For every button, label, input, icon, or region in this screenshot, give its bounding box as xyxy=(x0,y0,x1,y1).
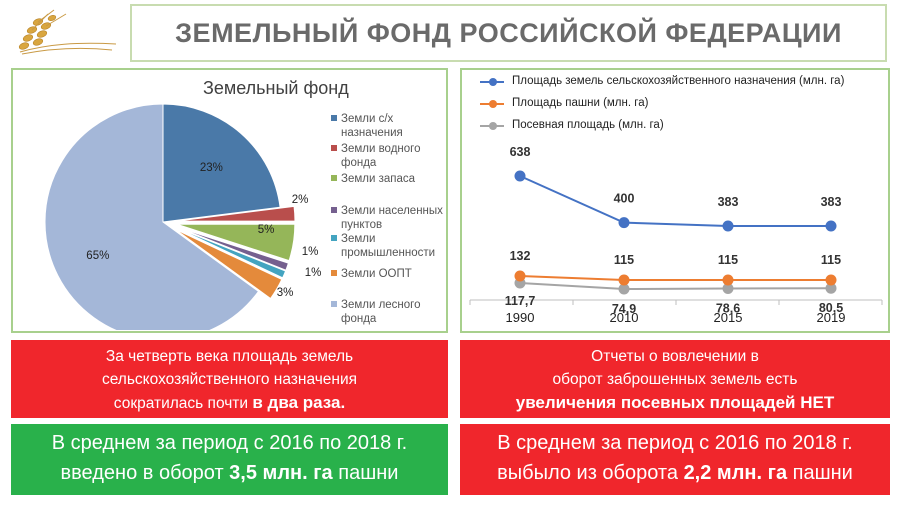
x-tick-label: 1990 xyxy=(506,310,535,325)
summary-box-right-top: Отчеты о вовлечении в оборот заброшенных… xyxy=(460,340,890,418)
title-banner: ЗЕМЕЛЬНЫЙ ФОНД РОССИЙСКОЙ ФЕДЕРАЦИИ xyxy=(130,4,887,62)
data-point xyxy=(618,283,630,295)
page-title: ЗЕМЕЛЬНЫЙ ФОНД РОССИЙСКОЙ ФЕДЕРАЦИИ xyxy=(175,17,842,48)
legend-item: Земли лесного фонда xyxy=(331,298,421,326)
box-line: сократилась почти в два раза. xyxy=(113,393,346,412)
data-label: 117,7 xyxy=(505,294,536,308)
data-label: 78,6 xyxy=(716,301,740,315)
data-label: 400 xyxy=(614,192,635,206)
box-line: сельскохозяйственного назначения xyxy=(101,371,358,388)
legend-swatch xyxy=(331,235,337,241)
pie-slice xyxy=(175,226,290,271)
x-tick-label: 2015 xyxy=(714,310,743,325)
legend-label: Площадь земель сельскохозяйственного наз… xyxy=(512,75,845,87)
pie-data-label: 5% xyxy=(258,224,275,236)
legend-label: фонда xyxy=(341,157,377,169)
pie-slice xyxy=(176,205,296,222)
data-label: 383 xyxy=(821,195,842,209)
legend-item: Земли ООПТ xyxy=(331,267,412,281)
pie-chart-title: Земельный фонд xyxy=(203,78,349,98)
box-line: В среднем за период с 2016 по 2018 г. xyxy=(51,432,408,454)
legend-swatch xyxy=(331,175,337,181)
data-point xyxy=(618,274,630,286)
legend-dot-marker xyxy=(489,100,497,108)
series-line xyxy=(519,175,831,227)
pie-data-label: 1% xyxy=(305,267,322,279)
box-line: увеличения посевных площадей НЕТ xyxy=(515,393,835,412)
pie-slice xyxy=(176,223,296,262)
legend-swatch xyxy=(331,115,337,121)
summary-box-left-top: За четверть века площадь земель сельскох… xyxy=(11,340,448,418)
x-tick-label: 2010 xyxy=(610,310,639,325)
data-point xyxy=(514,270,526,282)
series-line xyxy=(519,282,832,291)
box-line: Отчеты о вовлечении в xyxy=(591,348,759,365)
legend-label: Земли xyxy=(341,233,376,245)
data-point xyxy=(722,220,734,232)
box-line: оборот заброшенных земель есть xyxy=(552,371,798,388)
box-line: выбыло из оборота 2,2 млн. га пашни xyxy=(497,462,853,484)
pie-chart-panel: Земельный фонд 23% 2% 5% 1% 1% 3% 65% Земли с/… xyxy=(11,68,448,333)
data-label: 115 xyxy=(821,253,841,267)
legend-label: Земли водного xyxy=(341,143,421,155)
data-point xyxy=(825,220,837,232)
legend-label: назначения xyxy=(341,127,403,139)
pie-data-label: 3% xyxy=(277,287,294,299)
data-point xyxy=(825,282,837,294)
data-label: 115 xyxy=(614,253,634,267)
summary-box-right-bottom: В среднем за период с 2016 по 2018 г. вы… xyxy=(460,424,890,495)
data-point xyxy=(514,170,526,182)
pie-data-label: 23% xyxy=(200,162,223,174)
pie-slice xyxy=(162,103,281,223)
legend-item: Земли запаса xyxy=(331,172,415,186)
data-label: 383 xyxy=(718,195,739,209)
legend-dot-marker xyxy=(489,78,497,86)
legend-label: фонда xyxy=(341,313,377,325)
summary-box-left-bottom: В среднем за период с 2016 по 2018 г. вв… xyxy=(11,424,448,495)
wheat-logo xyxy=(18,9,117,55)
legend-label: Земли запаса xyxy=(341,173,416,185)
legend-item: Земли с/х назначения xyxy=(331,112,403,140)
data-label: 80,5 xyxy=(819,301,843,315)
pie-slice xyxy=(44,103,260,330)
data-label: 638 xyxy=(510,145,531,159)
legend-label: Земли лесного xyxy=(341,299,421,311)
legend-swatch xyxy=(331,207,337,213)
legend-label: Земли с/х xyxy=(341,113,394,125)
data-point xyxy=(618,217,630,229)
pie-slice xyxy=(175,227,287,279)
box-line: В среднем за период с 2016 по 2018 г. xyxy=(497,432,853,454)
data-label: 115 xyxy=(718,253,738,267)
pie-data-label: 65% xyxy=(86,250,109,262)
legend-label: промышленности xyxy=(341,247,436,259)
series-line xyxy=(519,275,831,281)
data-label: 74,9 xyxy=(612,302,636,316)
legend-label: Площадь пашни (млн. га) xyxy=(512,97,649,109)
line-chart: 1990 2010 2015 2019 117,7 74,9 78,6 80,5 132 115 1… xyxy=(469,145,883,325)
legend-label: пунктов xyxy=(341,219,383,231)
x-tick-label: 2019 xyxy=(817,310,846,325)
legend-swatch xyxy=(331,270,337,276)
legend-label: Земли населенных xyxy=(341,205,443,217)
legend-label: Посевная площадь (млн. га) xyxy=(512,119,664,131)
legend-swatch xyxy=(331,145,337,151)
line-chart-panel: Площадь земель сельскохозяйственного наз… xyxy=(460,68,890,333)
legend-item: Земли промышленности xyxy=(331,232,435,260)
legend-label: Земли ООПТ xyxy=(341,268,412,280)
legend-item: Земли населенных пунктов xyxy=(331,204,443,232)
data-point xyxy=(722,282,734,294)
data-label: 132 xyxy=(510,249,531,263)
pie-slice xyxy=(174,228,283,300)
pie-data-label: 2% xyxy=(292,194,309,206)
pie-chart: 23% 2% 5% 1% 1% 3% 65% xyxy=(44,103,322,330)
data-point xyxy=(722,274,734,286)
legend-swatch xyxy=(331,301,337,307)
box-line: За четверть века площадь земель xyxy=(105,348,354,365)
legend-dot-marker xyxy=(489,122,497,130)
legend-item: Земли водного фонда xyxy=(331,142,421,170)
pie-data-label: 1% xyxy=(302,246,319,258)
data-point xyxy=(825,274,837,286)
box-line: введено в оборот 3,5 млн. га пашни xyxy=(60,462,399,484)
